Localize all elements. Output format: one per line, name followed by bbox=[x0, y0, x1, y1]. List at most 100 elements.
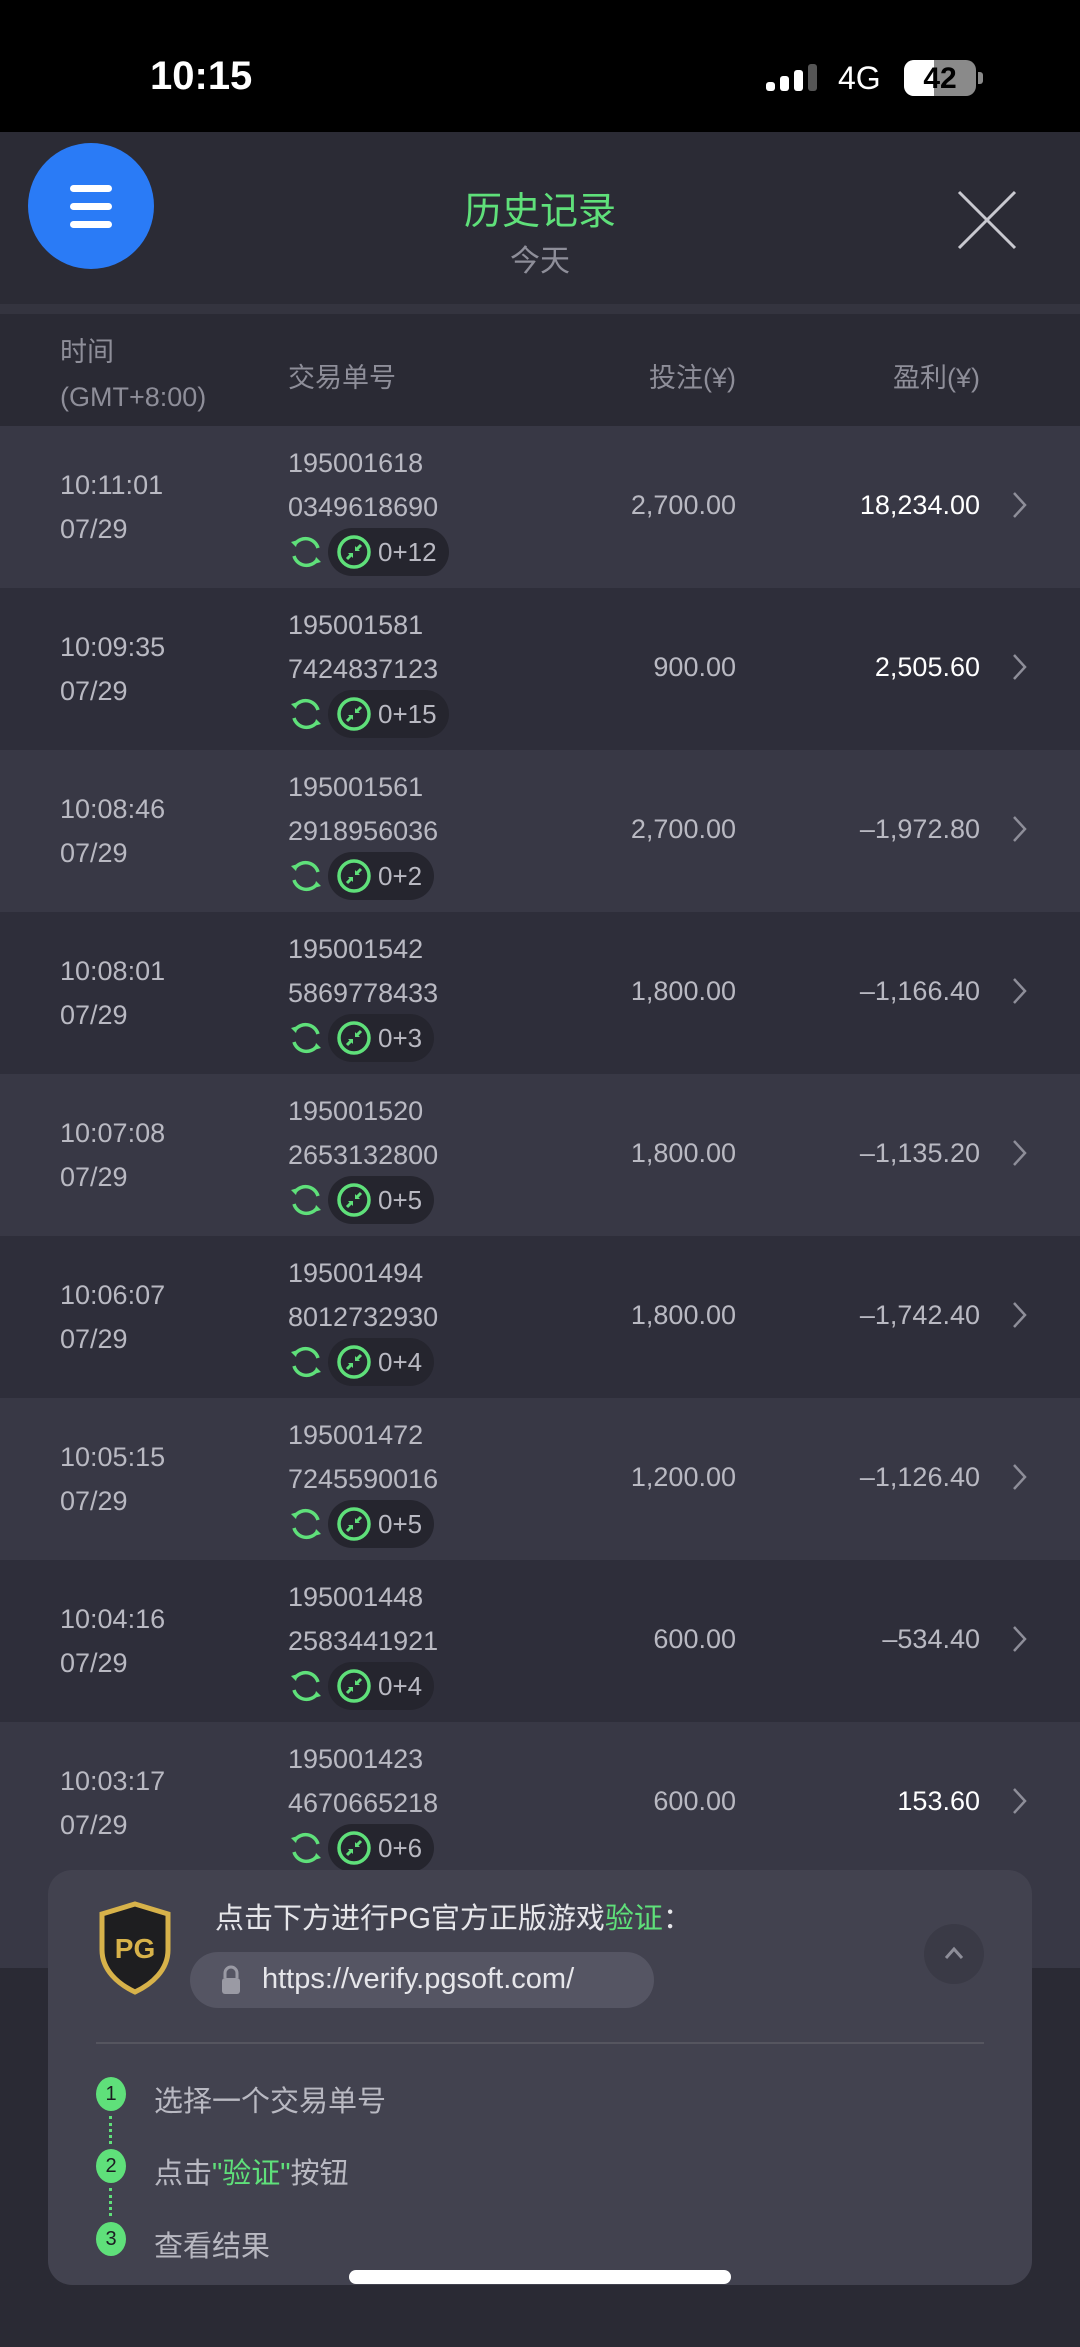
row-id-part1: 195001561 bbox=[288, 772, 424, 802]
row-time: 10:05:15 bbox=[60, 1442, 166, 1472]
pg-logo-text: PG bbox=[115, 1933, 155, 1964]
row-bet: 1,800.00 bbox=[630, 1138, 736, 1168]
row-date: 07/29 bbox=[60, 676, 128, 706]
table-row[interactable]: 10:08:01 07/29 195001542 5869778433 0+3 … bbox=[0, 912, 1080, 1074]
refresh-icon bbox=[291, 698, 321, 730]
collapse-button[interactable] bbox=[924, 1924, 984, 1984]
row-bet: 2,700.00 bbox=[630, 490, 736, 520]
row-bet: 1,800.00 bbox=[630, 976, 736, 1006]
row-bet: 2,700.00 bbox=[630, 814, 736, 844]
row-profit: 153.60 bbox=[897, 1786, 980, 1816]
spins-badge: 0+4 bbox=[328, 1662, 435, 1710]
step-number: 3 bbox=[96, 2222, 126, 2256]
step-2-pre: 点击 bbox=[154, 2158, 213, 2190]
free-spin-icon bbox=[337, 1345, 371, 1379]
row-id-part2: 7424837123 bbox=[288, 654, 439, 684]
refresh-icon bbox=[291, 1184, 321, 1216]
lock-icon bbox=[222, 1965, 240, 1994]
chevron-right-icon[interactable] bbox=[1010, 976, 1030, 1006]
row-id-part1: 195001581 bbox=[288, 610, 424, 640]
verify-panel bbox=[48, 1870, 1032, 2285]
chevron-right-icon[interactable] bbox=[1010, 1462, 1030, 1492]
chevron-right-icon[interactable] bbox=[1010, 1138, 1030, 1168]
chevron-right-icon[interactable] bbox=[1010, 1300, 1030, 1330]
row-profit: –1,135.20 bbox=[859, 1138, 980, 1168]
column-header-timezone: (GMT+8:00) bbox=[60, 382, 207, 412]
row-id-part2: 2583441921 bbox=[288, 1626, 439, 1656]
row-profit: –1,126.40 bbox=[859, 1462, 980, 1492]
table-row[interactable]: 10:05:15 07/29 195001472 7245590016 0+5 … bbox=[0, 1398, 1080, 1560]
step-2-text: 点击"验证"按钮 bbox=[154, 2150, 349, 2192]
row-time: 10:03:17 bbox=[60, 1766, 166, 1796]
row-id-part1: 195001494 bbox=[288, 1258, 424, 1288]
spins-badge: 0+5 bbox=[328, 1176, 435, 1224]
row-profit: –534.40 bbox=[882, 1624, 980, 1654]
close-icon[interactable] bbox=[955, 188, 1019, 252]
spins-count: 0+5 bbox=[378, 1509, 423, 1539]
table-row[interactable]: 10:11:01 07/29 195001618 0349618690 0+12… bbox=[0, 426, 1080, 588]
column-header-time: 时间 bbox=[60, 337, 114, 367]
date-filter[interactable]: 今天 bbox=[510, 245, 570, 278]
verify-url[interactable]: https://verify.pgsoft.com/ bbox=[262, 1963, 575, 1995]
row-id-part1: 195001423 bbox=[288, 1744, 424, 1774]
spins-badge: 0+6 bbox=[328, 1824, 435, 1872]
free-spin-icon bbox=[337, 1831, 371, 1865]
row-id-part2: 8012732930 bbox=[288, 1302, 439, 1332]
free-spin-icon bbox=[337, 697, 371, 731]
chevron-up-icon bbox=[944, 1946, 964, 1959]
table-row[interactable]: 10:03:17 07/29 195001423 4670665218 0+6 … bbox=[0, 1722, 1080, 1884]
free-spin-icon bbox=[337, 859, 371, 893]
clock: 10:15 bbox=[150, 54, 253, 98]
row-bet: 600.00 bbox=[653, 1624, 736, 1654]
verify-instruction: 点击下方进行PG官方正版游戏验证： bbox=[215, 1895, 692, 1937]
table-row[interactable]: 10:09:35 07/29 195001581 7424837123 0+15… bbox=[0, 588, 1080, 750]
spins-badge: 0+12 bbox=[328, 528, 449, 576]
row-id-part1: 195001542 bbox=[288, 934, 424, 964]
spins-badge: 0+15 bbox=[328, 690, 449, 738]
menu-button[interactable] bbox=[28, 143, 154, 269]
step-2-post: 按钮 bbox=[290, 2158, 349, 2190]
free-spin-icon bbox=[337, 535, 371, 569]
verify-text: 点击下方进行PG官方正版游戏 bbox=[215, 1903, 605, 1935]
row-profit: 18,234.00 bbox=[859, 490, 980, 520]
divider bbox=[96, 2042, 984, 2044]
row-date: 07/29 bbox=[60, 1486, 128, 1516]
chevron-right-icon[interactable] bbox=[1010, 652, 1030, 682]
row-time: 10:08:01 bbox=[60, 956, 166, 986]
row-date: 07/29 bbox=[60, 1324, 128, 1354]
menu-icon bbox=[70, 185, 112, 192]
table-row[interactable]: 10:08:46 07/29 195001561 2918956036 0+2 … bbox=[0, 750, 1080, 912]
row-id-part2: 2653132800 bbox=[288, 1140, 439, 1170]
battery-tip bbox=[978, 72, 983, 84]
row-profit: –1,166.40 bbox=[859, 976, 980, 1006]
spins-count: 0+3 bbox=[378, 1023, 423, 1053]
refresh-icon bbox=[291, 1508, 321, 1540]
row-date: 07/29 bbox=[60, 838, 128, 868]
header bbox=[0, 132, 1080, 314]
row-bet: 1,800.00 bbox=[630, 1300, 736, 1330]
row-date: 07/29 bbox=[60, 1000, 128, 1030]
verify-url-link[interactable] bbox=[190, 1952, 654, 2008]
table-row[interactable]: 10:04:16 07/29 195001448 2583441921 0+4 … bbox=[0, 1560, 1080, 1722]
page-title: 历史记录 bbox=[463, 191, 616, 233]
table-row[interactable]: 10:07:08 07/29 195001520 2653132800 0+5 … bbox=[0, 1074, 1080, 1236]
table-row[interactable]: 10:06:07 07/29 195001494 8012732930 0+4 … bbox=[0, 1236, 1080, 1398]
menu-icon-bar bbox=[70, 203, 112, 210]
step-2-highlight: "验证" bbox=[212, 2158, 291, 2190]
column-header-profit: 盈利(¥) bbox=[893, 363, 980, 393]
chevron-right-icon[interactable] bbox=[1010, 1624, 1030, 1654]
row-time: 10:08:46 bbox=[60, 794, 166, 824]
chevron-right-icon[interactable] bbox=[1010, 814, 1030, 844]
chevron-right-icon[interactable] bbox=[1010, 1786, 1030, 1816]
row-id-part1: 195001618 bbox=[288, 448, 424, 478]
home-indicator[interactable] bbox=[349, 2270, 731, 2284]
row-time: 10:11:01 bbox=[60, 470, 164, 500]
refresh-icon bbox=[291, 1346, 321, 1378]
spins-count: 0+2 bbox=[378, 861, 423, 891]
row-date: 07/29 bbox=[60, 514, 128, 544]
menu-icon-bar bbox=[70, 221, 112, 228]
row-bet: 1,200.00 bbox=[630, 1462, 736, 1492]
chevron-right-icon[interactable] bbox=[1010, 490, 1030, 520]
refresh-icon bbox=[291, 860, 321, 892]
step-3-text: 查看结果 bbox=[154, 2231, 271, 2263]
